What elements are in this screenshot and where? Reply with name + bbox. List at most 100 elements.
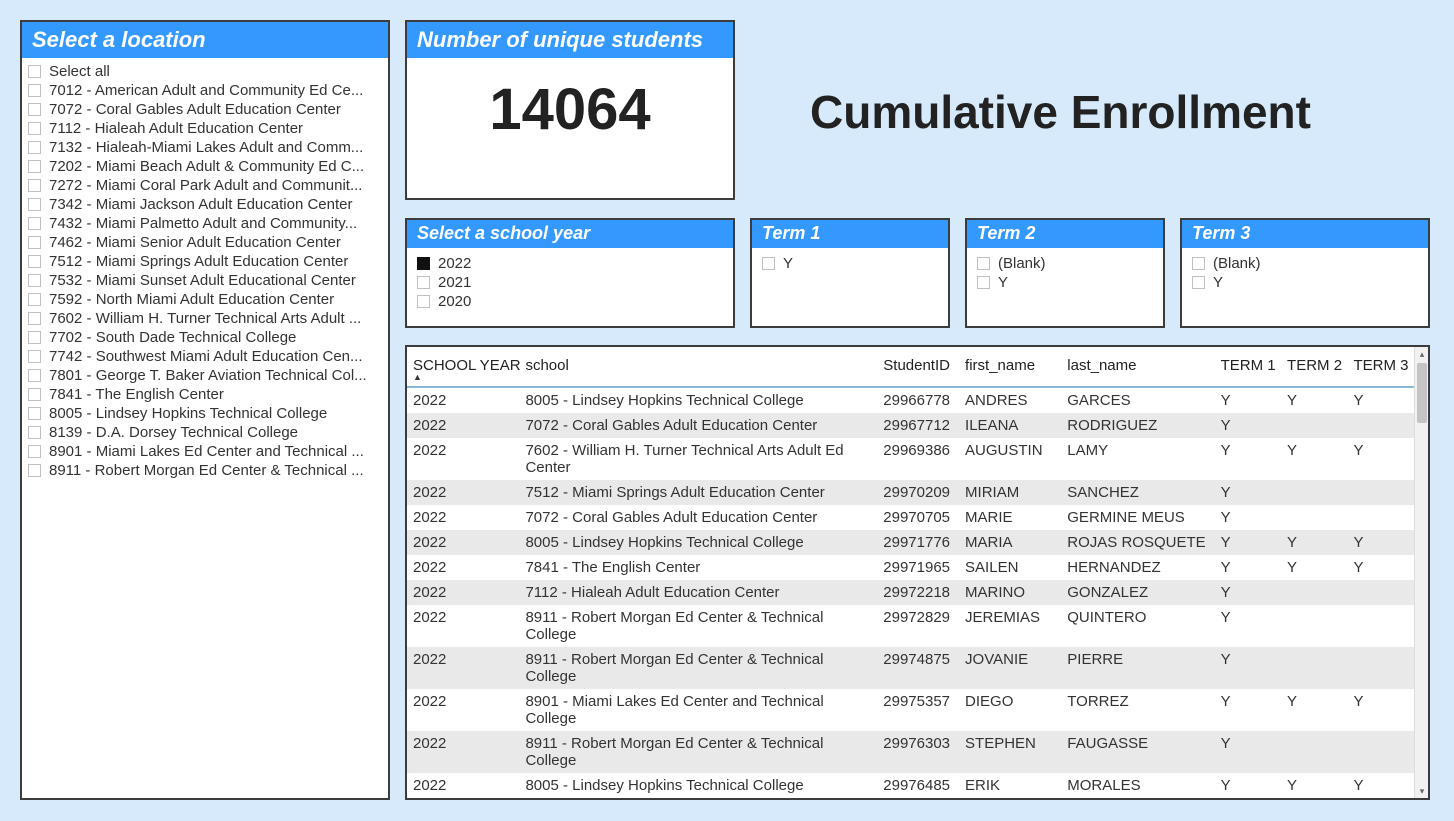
location-option[interactable]: 7202 - Miami Beach Adult & Community Ed …: [28, 157, 382, 176]
term2-option-label: (Blank): [998, 255, 1046, 272]
page-title: Cumulative Enrollment: [810, 85, 1311, 139]
location-option-label: 7602 - William H. Turner Technical Arts …: [49, 310, 361, 327]
table-row[interactable]: 20227072 - Coral Gables Adult Education …: [407, 413, 1414, 438]
table-cell: ILEANA: [959, 413, 1061, 438]
table-row[interactable]: 20227112 - Hialeah Adult Education Cente…: [407, 580, 1414, 605]
table-cell: Y: [1281, 387, 1347, 413]
table-cell: Y: [1281, 555, 1347, 580]
location-option[interactable]: 7702 - South Dade Technical College: [28, 328, 382, 347]
location-option-label: 7532 - Miami Sunset Adult Educational Ce…: [49, 272, 356, 289]
location-slicer-title: Select a location: [22, 22, 388, 58]
column-header[interactable]: TERM 2: [1281, 347, 1347, 387]
school-year-option[interactable]: 2022: [417, 254, 723, 273]
table-cell: 29967712: [877, 413, 959, 438]
location-option[interactable]: 7801 - George T. Baker Aviation Technica…: [28, 366, 382, 385]
location-option[interactable]: 7432 - Miami Palmetto Adult and Communit…: [28, 214, 382, 233]
term3-options: (Blank)Y: [1182, 248, 1428, 298]
location-option[interactable]: 8005 - Lindsey Hopkins Technical College: [28, 404, 382, 423]
location-option[interactable]: 7742 - Southwest Miami Adult Education C…: [28, 347, 382, 366]
table-cell: 29970209: [877, 480, 959, 505]
table-cell: MARIA: [959, 530, 1061, 555]
location-option[interactable]: 8901 - Miami Lakes Ed Center and Technic…: [28, 442, 382, 461]
table-cell: 2022: [407, 580, 519, 605]
term1-option[interactable]: Y: [762, 254, 938, 273]
table-cell: 29975357: [877, 689, 959, 731]
table-cell: STEPHEN: [959, 731, 1061, 773]
location-option[interactable]: 7132 - Hialeah-Miami Lakes Adult and Com…: [28, 138, 382, 157]
location-option[interactable]: 7112 - Hialeah Adult Education Center: [28, 119, 382, 138]
table-cell: 29969386: [877, 438, 959, 480]
table-cell: 29976303: [877, 731, 959, 773]
table-cell: 2022: [407, 605, 519, 647]
table-row[interactable]: 20228911 - Robert Morgan Ed Center & Tec…: [407, 798, 1414, 800]
location-option[interactable]: 7462 - Miami Senior Adult Education Cent…: [28, 233, 382, 252]
table-cell: [1347, 580, 1414, 605]
location-option-label: 7801 - George T. Baker Aviation Technica…: [49, 367, 367, 384]
column-header[interactable]: TERM 1: [1215, 347, 1281, 387]
location-option-label: 7702 - South Dade Technical College: [49, 329, 296, 346]
scroll-up-icon[interactable]: ▴: [1415, 347, 1429, 361]
checkbox-icon: [28, 274, 41, 287]
table-cell: 8005 - Lindsey Hopkins Technical College: [519, 773, 877, 798]
location-option-label: 8911 - Robert Morgan Ed Center & Technic…: [49, 462, 364, 479]
table-cell: 2022: [407, 798, 519, 800]
column-header[interactable]: SCHOOL YEAR: [407, 347, 519, 387]
table-row[interactable]: 20227072 - Coral Gables Adult Education …: [407, 505, 1414, 530]
location-option[interactable]: 8911 - Robert Morgan Ed Center & Technic…: [28, 461, 382, 480]
table-row[interactable]: 20228911 - Robert Morgan Ed Center & Tec…: [407, 731, 1414, 773]
term2-slicer: Term 2 (Blank)Y: [965, 218, 1165, 328]
location-option[interactable]: 7841 - The English Center: [28, 385, 382, 404]
location-option-label: 7512 - Miami Springs Adult Education Cen…: [49, 253, 348, 270]
term2-option[interactable]: (Blank): [977, 254, 1153, 273]
table-cell: [1347, 480, 1414, 505]
location-option[interactable]: 7602 - William H. Turner Technical Arts …: [28, 309, 382, 328]
location-select-all[interactable]: Select all: [28, 62, 382, 81]
table-row[interactable]: 20228005 - Lindsey Hopkins Technical Col…: [407, 387, 1414, 413]
table-row[interactable]: 20227602 - William H. Turner Technical A…: [407, 438, 1414, 480]
location-option[interactable]: 8139 - D.A. Dorsey Technical College: [28, 423, 382, 442]
checkbox-icon: [28, 464, 41, 477]
checkbox-icon: [28, 293, 41, 306]
table-row[interactable]: 20227512 - Miami Springs Adult Education…: [407, 480, 1414, 505]
location-option-label: 7592 - North Miami Adult Education Cente…: [49, 291, 334, 308]
table-cell: Y: [1215, 480, 1281, 505]
table-cell: 2022: [407, 647, 519, 689]
location-option[interactable]: 7342 - Miami Jackson Adult Education Cen…: [28, 195, 382, 214]
table-row[interactable]: 20228911 - Robert Morgan Ed Center & Tec…: [407, 647, 1414, 689]
school-year-option[interactable]: 2021: [417, 273, 723, 292]
table-row[interactable]: 20228911 - Robert Morgan Ed Center & Tec…: [407, 605, 1414, 647]
location-option[interactable]: 7072 - Coral Gables Adult Education Cent…: [28, 100, 382, 119]
term2-option[interactable]: Y: [977, 273, 1153, 292]
column-header[interactable]: last_name: [1061, 347, 1214, 387]
column-header[interactable]: first_name: [959, 347, 1061, 387]
table-cell: Y: [1281, 773, 1347, 798]
location-option[interactable]: 7532 - Miami Sunset Adult Educational Ce…: [28, 271, 382, 290]
location-option[interactable]: 7592 - North Miami Adult Education Cente…: [28, 290, 382, 309]
vertical-scrollbar[interactable]: ▴ ▾: [1414, 347, 1428, 798]
table-cell: 7512 - Miami Springs Adult Education Cen…: [519, 480, 877, 505]
table-row[interactable]: 20228005 - Lindsey Hopkins Technical Col…: [407, 530, 1414, 555]
location-option[interactable]: 7272 - Miami Coral Park Adult and Commun…: [28, 176, 382, 195]
scroll-down-icon[interactable]: ▾: [1415, 784, 1429, 798]
checkbox-icon: [28, 217, 41, 230]
table-cell: [1347, 731, 1414, 773]
table-row[interactable]: 20227841 - The English Center29971965SAI…: [407, 555, 1414, 580]
location-option[interactable]: 7512 - Miami Springs Adult Education Cen…: [28, 252, 382, 271]
column-header[interactable]: school: [519, 347, 877, 387]
location-option[interactable]: 7012 - American Adult and Community Ed C…: [28, 81, 382, 100]
column-header[interactable]: TERM 3: [1347, 347, 1414, 387]
table-cell: Y: [1347, 689, 1414, 731]
school-year-option[interactable]: 2020: [417, 292, 723, 311]
checkbox-icon: [28, 331, 41, 344]
term3-option[interactable]: Y: [1192, 273, 1418, 292]
column-header[interactable]: StudentID: [877, 347, 959, 387]
location-slicer: Select a location Select all 7012 - Amer…: [20, 20, 390, 800]
term3-option[interactable]: (Blank): [1192, 254, 1418, 273]
table-cell: [1347, 798, 1414, 800]
table-cell: 29976485: [877, 773, 959, 798]
table-row[interactable]: 20228005 - Lindsey Hopkins Technical Col…: [407, 773, 1414, 798]
table-cell: Y: [1347, 530, 1414, 555]
table-row[interactable]: 20228901 - Miami Lakes Ed Center and Tec…: [407, 689, 1414, 731]
table-cell: GARCES: [1061, 387, 1214, 413]
scroll-thumb[interactable]: [1417, 363, 1427, 423]
